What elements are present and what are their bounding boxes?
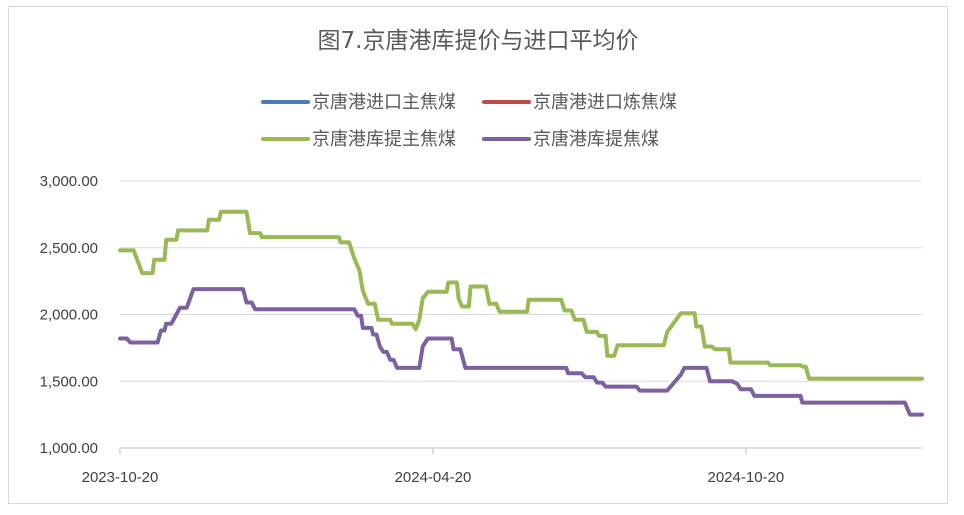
legend-label: 京唐港库提焦煤 xyxy=(533,129,659,150)
series-line xyxy=(118,209,924,381)
y-tick-label: 1,000.00 xyxy=(40,440,98,457)
plot-area xyxy=(118,209,924,417)
legend-label: 京唐港进口主焦煤 xyxy=(312,92,456,113)
chart-title: 图7.京唐港库提价与进口平均价 xyxy=(318,28,639,54)
x-tick-label: 2024-10-20 xyxy=(708,469,785,486)
y-tick-label: 3,000.00 xyxy=(40,173,98,190)
y-tick-label: 2,000.00 xyxy=(40,307,98,324)
legend-item: 京唐港进口主焦煤 xyxy=(261,92,456,113)
legend-item: 京唐港库提主焦煤 xyxy=(261,129,456,150)
legend-item: 京唐港进口炼焦煤 xyxy=(482,92,677,113)
y-tick-label: 1,500.00 xyxy=(40,373,98,390)
x-tick-label: 2023-10-20 xyxy=(82,469,159,486)
x-tick-label: 2024-04-20 xyxy=(395,469,472,486)
y-axis: 3,000.00 2,500.00 2,000.00 1,500.00 1,000.00 xyxy=(40,173,98,457)
x-axis: 2023-10-20 2024-04-20 2024-10-20 xyxy=(82,448,785,486)
legend-label: 京唐港进口炼焦煤 xyxy=(533,92,677,113)
series-2 xyxy=(118,287,924,417)
legend-item: 京唐港库提焦煤 xyxy=(482,129,659,150)
series-1 xyxy=(118,209,924,381)
legend-label: 京唐港库提主焦煤 xyxy=(312,129,456,150)
y-tick-label: 2,500.00 xyxy=(40,240,98,257)
grid-lines xyxy=(120,180,922,449)
series-line xyxy=(118,287,924,417)
